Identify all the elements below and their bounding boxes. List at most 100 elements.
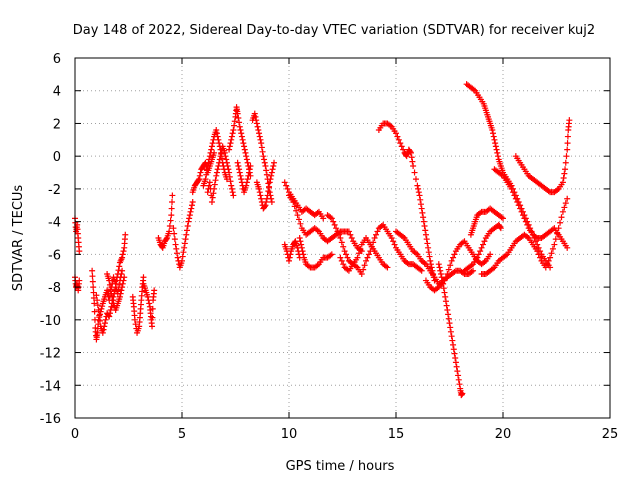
data-point <box>448 333 455 340</box>
data-point <box>208 199 215 205</box>
data-point <box>211 181 218 188</box>
data-point <box>182 236 189 243</box>
data-point <box>414 182 421 189</box>
data-point <box>189 199 196 205</box>
data-point <box>347 231 354 238</box>
data-point <box>101 323 108 330</box>
data-point <box>407 148 414 155</box>
data-point <box>455 372 462 379</box>
data-point <box>263 171 270 178</box>
data-point <box>131 316 138 323</box>
data-point <box>245 172 252 179</box>
data-point <box>470 267 477 274</box>
y-tick-label: -2 <box>48 183 61 198</box>
data-point <box>443 302 450 309</box>
data-point <box>522 218 529 225</box>
data-point <box>104 287 111 294</box>
data-point <box>226 173 233 180</box>
data-point <box>261 159 268 166</box>
data-point <box>544 261 551 268</box>
data-point <box>438 274 445 281</box>
data-point <box>487 251 494 258</box>
data-point <box>239 136 246 143</box>
series-arc-13 <box>226 104 254 179</box>
data-point <box>425 244 432 251</box>
data-point <box>258 144 265 151</box>
data-point <box>291 203 298 210</box>
data-point <box>394 133 401 140</box>
data-point <box>481 238 488 245</box>
data-point <box>243 182 250 189</box>
data-point <box>511 192 518 199</box>
data-point <box>300 251 307 258</box>
data-point <box>119 267 126 274</box>
data-point <box>174 254 181 261</box>
y-tick-label: -12 <box>40 347 61 362</box>
y-axis-ticks: -16 -14 -12 -10 -8 -6 -4 -2 0 2 4 6 <box>40 52 610 427</box>
x-tick-label: 10 <box>281 427 298 442</box>
data-point <box>118 271 125 277</box>
data-point <box>446 320 453 327</box>
data-point <box>298 244 305 251</box>
data-point <box>246 166 253 173</box>
data-point <box>180 249 187 256</box>
data-point <box>196 172 203 179</box>
data-point <box>331 221 338 228</box>
data-point <box>206 182 213 189</box>
data-point <box>230 127 237 133</box>
data-point <box>445 315 452 322</box>
data-point <box>334 228 341 235</box>
data-point <box>450 346 457 353</box>
data-point <box>107 286 114 293</box>
data-point <box>230 192 237 199</box>
data-point <box>90 289 97 296</box>
data-point <box>251 110 258 117</box>
data-point <box>564 146 571 153</box>
data-point <box>391 241 398 248</box>
data-point <box>213 172 220 179</box>
data-point <box>534 248 541 255</box>
data-point <box>418 205 425 212</box>
data-point <box>562 159 569 166</box>
y-tick-label: -4 <box>48 216 61 231</box>
data-point <box>236 166 243 173</box>
series-arc-32 <box>478 195 571 277</box>
data-point <box>244 159 251 166</box>
data-point <box>448 257 455 264</box>
series-arc-28 <box>467 205 506 238</box>
data-point <box>210 190 217 197</box>
data-point <box>212 177 219 184</box>
data-point <box>151 287 158 294</box>
series-arc-19 <box>296 235 335 271</box>
data-point <box>450 254 457 261</box>
data-point <box>169 192 176 199</box>
data-point <box>269 166 276 173</box>
data-point <box>207 149 214 156</box>
data-point <box>555 225 562 232</box>
data-point <box>545 257 552 264</box>
data-point <box>445 266 452 273</box>
data-point <box>548 250 555 257</box>
data-point <box>208 143 215 150</box>
series-arc-16 <box>253 159 278 212</box>
data-point <box>91 300 98 307</box>
data-point <box>340 243 347 250</box>
data-point <box>263 199 270 205</box>
data-point <box>449 337 456 344</box>
data-point <box>258 195 265 202</box>
data-point <box>500 215 506 222</box>
data-point <box>420 214 427 221</box>
data-point <box>122 231 129 238</box>
data-point <box>213 169 220 176</box>
data-point <box>542 264 549 271</box>
data-point <box>328 215 335 222</box>
data-point <box>206 153 213 160</box>
data-point <box>494 149 501 156</box>
axes <box>74 57 611 419</box>
data-point <box>100 326 107 333</box>
data-point <box>262 163 269 169</box>
data-point <box>411 169 418 176</box>
data-point <box>119 280 126 287</box>
data-point <box>181 244 188 251</box>
series-arc-03 <box>89 231 129 343</box>
